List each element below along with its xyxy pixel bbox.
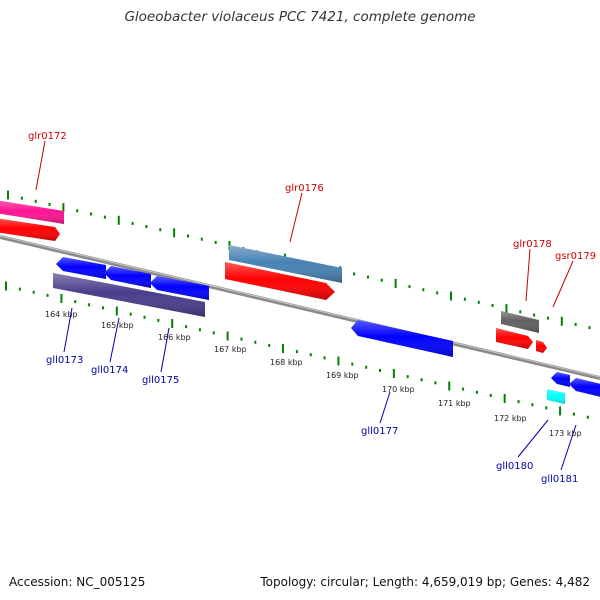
gene-label-gll0180[interactable]: gll0180 <box>496 461 533 472</box>
feature-gll0175[interactable] <box>150 276 209 300</box>
feature-gll0180[interactable] <box>547 389 565 404</box>
scale-label: 166 kbp <box>158 333 191 342</box>
gene-label-gsr0179[interactable]: gsr0179 <box>555 251 596 262</box>
feature-gll0177[interactable] <box>351 320 453 357</box>
feature-glr0172-upper[interactable] <box>0 200 64 224</box>
scale-label: 172 kbp <box>494 414 527 423</box>
gene-label-gll0174[interactable]: gll0174 <box>91 365 128 376</box>
accession-text: Accession: NC_005125 <box>9 575 146 589</box>
leader-line <box>379 391 391 424</box>
map-title: Gloeobacter violaceus PCC 7421, complete… <box>124 9 476 25</box>
genome-backbone <box>0 235 600 380</box>
gene-label-gll0177[interactable]: gll0177 <box>361 426 398 437</box>
gene-label-glr0172[interactable]: glr0172 <box>28 131 67 142</box>
genome-backbone-highlight <box>0 235 600 378</box>
feature-gll0174b[interactable] <box>104 266 151 288</box>
feature-gll0181[interactable] <box>569 378 600 398</box>
feature-glr0176[interactable] <box>229 245 342 283</box>
leader-line <box>517 419 549 458</box>
leader-line <box>160 327 170 373</box>
feature-gsr0179[interactable] <box>536 340 547 353</box>
gene-label-gll0181[interactable]: gll0181 <box>541 474 578 485</box>
feature-gll0180-blue[interactable] <box>551 372 570 387</box>
gene-label-gll0173[interactable]: gll0173 <box>46 355 83 366</box>
leader-line <box>109 317 120 363</box>
inner-tick-row <box>5 281 589 419</box>
leader-line <box>289 192 303 243</box>
leader-line <box>35 140 46 191</box>
scale-label: 164 kbp <box>45 310 78 319</box>
gene-label-glr0178[interactable]: glr0178 <box>513 239 552 250</box>
scale-label: 169 kbp <box>326 371 359 380</box>
feature-glr0176-red[interactable] <box>225 262 335 300</box>
topology-text: Topology: circular; Length: 4,659,019 bp… <box>260 575 590 589</box>
leader-line <box>552 260 574 308</box>
leader-line <box>63 307 73 353</box>
scale-label: 170 kbp <box>382 385 415 394</box>
feature-glr0178[interactable] <box>501 311 539 333</box>
gene-label-glr0176[interactable]: glr0176 <box>285 183 324 194</box>
scale-label: 167 kbp <box>214 345 247 354</box>
feature-glr0178-red[interactable] <box>496 328 533 349</box>
scale-label: 171 kbp <box>438 399 471 408</box>
leader-line <box>560 424 577 471</box>
feature-glr0172-lower[interactable] <box>0 218 60 241</box>
scale-label: 168 kbp <box>270 358 303 367</box>
feature-gll0174[interactable] <box>56 257 106 279</box>
feature-gll0173[interactable] <box>53 273 205 317</box>
gene-label-gll0175[interactable]: gll0175 <box>142 375 179 386</box>
leader-line <box>525 248 531 302</box>
scale-label: 173 kbp <box>549 429 582 438</box>
